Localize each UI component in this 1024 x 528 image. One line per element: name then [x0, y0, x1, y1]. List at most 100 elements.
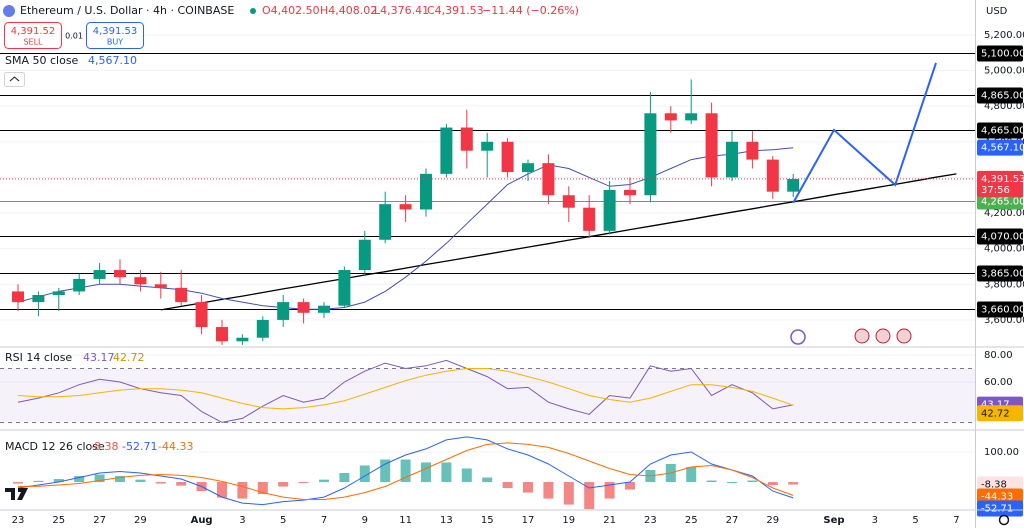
macd-hist-bar — [502, 482, 513, 489]
spread: 0.01 — [65, 32, 83, 41]
macd-hist-bar — [74, 476, 85, 483]
macd-hist-bar — [625, 482, 635, 490]
price-label: 42.72 — [981, 408, 1010, 419]
x-tick-label: 13 — [440, 515, 453, 526]
x-tick-label: 15 — [481, 515, 494, 526]
sell-price: 4,391.52 — [11, 26, 56, 37]
candle-body — [420, 173, 432, 210]
x-tick-label: 17 — [522, 515, 535, 526]
countdown: 37:56 — [981, 185, 1010, 196]
macd-hist-bar — [33, 480, 44, 483]
buy-price: 4,391.53 — [93, 26, 138, 37]
macd-hist-bar — [686, 466, 697, 483]
y-tick-label: 3,600.00 — [984, 315, 1024, 326]
y-tick-label: 4,000.00 — [984, 244, 1024, 255]
ohlc-open: O4,402.50 — [262, 4, 320, 17]
x-tick-label: 21 — [603, 515, 616, 526]
candle-body — [52, 291, 65, 295]
macd-hist-bar — [747, 480, 758, 483]
macd-hist-bar — [217, 482, 227, 498]
candle-body — [318, 305, 330, 313]
candle-body — [746, 141, 759, 160]
price-label: -8.38 — [981, 480, 1007, 491]
logo — [5, 488, 28, 500]
candle-body — [358, 239, 371, 271]
price-label: -52.71 — [981, 504, 1013, 515]
sma-title: SMA 50 close — [5, 54, 79, 67]
sma-value: 4,567.10 — [88, 54, 137, 67]
candle-body — [583, 207, 596, 231]
price-label-box — [977, 45, 1023, 62]
price-label-box — [977, 301, 1023, 318]
x-tick-label: 27 — [726, 515, 739, 526]
price-label-box — [977, 87, 1023, 104]
macd-hist-bar — [584, 482, 595, 510]
macd-hist-bar — [706, 480, 717, 483]
price-label: 4,567.10 — [981, 143, 1024, 154]
ohlc-high: H4,408.02 — [320, 4, 377, 17]
y-tick-label: 5,200.00 — [984, 30, 1024, 41]
ohlc-low: L4,376.41 — [374, 4, 429, 17]
rsi-ma-value: 42.72 — [113, 351, 145, 364]
candle-body — [705, 113, 718, 178]
price-label-box — [977, 228, 1023, 245]
ohlc-change: −11.44 (−0.26%) — [482, 4, 579, 17]
sma-line — [17, 147, 794, 310]
event-flag[interactable] — [875, 328, 891, 344]
macd-hist-bar — [53, 479, 64, 483]
macd-value: -52.71 — [122, 440, 157, 453]
price-label: 4,865.00 — [981, 91, 1024, 102]
price-label-box — [977, 405, 1023, 422]
label-layer: 23 25 27 29 Aug 3 5 7 9 11 13 15 17 19 21 23 25 27 29 Sep 3 5… — [12, 45, 1024, 526]
price-label: 5,100.00 — [981, 49, 1024, 60]
candle-body — [93, 270, 106, 279]
candle-body — [644, 113, 657, 196]
macd-hist-bar — [400, 459, 411, 483]
market-status — [250, 8, 256, 14]
macd-hist-bar — [278, 482, 289, 487]
x-tick-label: 29 — [766, 515, 779, 526]
y-tick-label: 5,000.00 — [984, 66, 1024, 77]
candle-body — [297, 302, 310, 313]
candle-body — [481, 141, 494, 151]
macd-hist-bar — [563, 482, 574, 505]
price-label-box — [977, 139, 1023, 156]
x-tick-label: 5 — [280, 515, 286, 526]
collapse-button[interactable] — [4, 72, 25, 87]
candle-body — [460, 127, 473, 151]
candle-body — [32, 294, 45, 303]
x-tick-label: 11 — [399, 515, 412, 526]
rsi-value: 43.17 — [83, 351, 115, 364]
y-tick-label: 4,200.00 — [984, 208, 1024, 219]
macd-hist-bar — [441, 462, 452, 483]
macd-hist-bar — [788, 482, 799, 485]
x-tick-label: 19 — [562, 515, 575, 526]
price-label: 4,265.00 — [981, 197, 1024, 208]
macd-hist-bar — [543, 482, 554, 499]
macd-line — [17, 436, 794, 506]
price-label: 4,665.00 — [981, 126, 1024, 137]
x-tick-label: 3 — [872, 515, 878, 526]
x-tick-label: Sep — [823, 515, 844, 526]
x-tick-label: 27 — [93, 515, 106, 526]
price-label: 3,865.00 — [981, 269, 1024, 280]
candle-body — [685, 113, 698, 121]
candle-body — [726, 141, 738, 178]
projection-line — [792, 62, 937, 204]
event-icon[interactable] — [790, 329, 806, 345]
price-label: -44.33 — [981, 492, 1013, 503]
event-flag[interactable] — [896, 328, 912, 344]
candle-body — [195, 302, 208, 328]
symbol-icon — [3, 5, 15, 17]
buy-button[interactable] — [86, 22, 144, 49]
sell-button[interactable] — [4, 22, 62, 49]
settings-icon[interactable] — [998, 514, 1010, 526]
event-flag[interactable] — [854, 328, 870, 344]
candle-body — [134, 277, 147, 285]
x-tick-label: 9 — [362, 515, 368, 526]
macd-hist-value: -8.38 — [90, 440, 118, 453]
candle-body — [624, 189, 636, 196]
x-tick-label: 25 — [685, 515, 698, 526]
